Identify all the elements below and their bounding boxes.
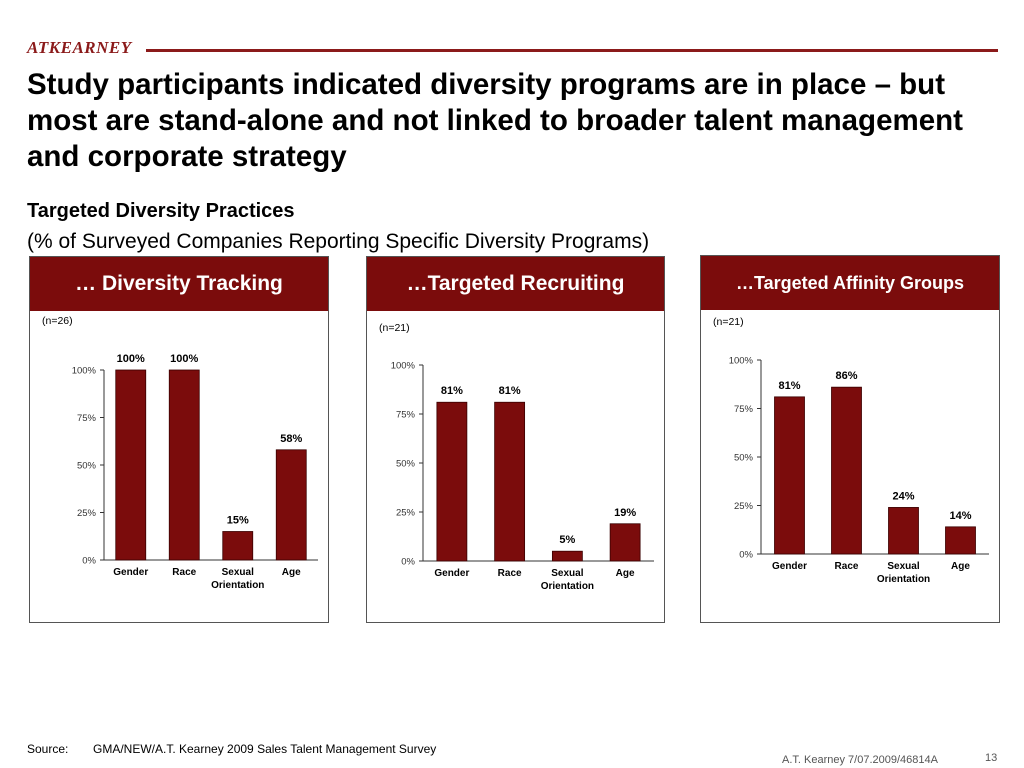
- bar-value-label: 5%: [559, 534, 575, 546]
- sample-size-label: (n=21): [379, 322, 410, 334]
- chart-section-subtitle: (% of Surveyed Companies Reporting Speci…: [27, 230, 650, 253]
- bar-value-label: 14%: [949, 510, 971, 522]
- bar: [888, 507, 919, 555]
- category-label: Sexual Orientation: [541, 568, 594, 592]
- y-tick-label: 100%: [729, 356, 754, 367]
- y-tick-label: 25%: [734, 501, 754, 512]
- y-tick-label: 0%: [82, 556, 96, 567]
- bar-value-label: 24%: [892, 490, 914, 502]
- category-label: Race: [835, 561, 859, 572]
- bar-value-label: 81%: [499, 385, 521, 397]
- category-label: Race: [498, 568, 522, 579]
- y-tick-label: 75%: [77, 413, 97, 424]
- sample-size-label: (n=21): [713, 316, 744, 328]
- source-note: Source: GMA/NEW/A.T. Kearney 2009 Sales T…: [27, 742, 436, 756]
- bar: [551, 550, 583, 562]
- bar: [168, 369, 200, 561]
- y-tick-label: 50%: [734, 453, 754, 464]
- y-tick-label: 0%: [739, 550, 753, 561]
- bar: [831, 386, 862, 555]
- bar: [275, 449, 307, 561]
- footer-text: A.T. Kearney 7/07.2009/46814A: [782, 754, 938, 766]
- y-tick-label: 100%: [72, 366, 97, 377]
- chart-targeted-affinity-groups: (n=21) 0% 25% 50% 75% 100% 81% Gender 86% Race 24%…: [713, 316, 989, 585]
- category-label: Sexual Orientation: [877, 561, 930, 585]
- y-tick-label: 0%: [401, 557, 415, 568]
- y-tick-label: 50%: [77, 461, 97, 472]
- page-title: Study participants indicated diversity p…: [27, 68, 963, 173]
- y-tick-label: 75%: [734, 404, 754, 415]
- panel-targeted-affinity-groups: …Targeted Affinity Groups (n=21) 0% 25% 50%…: [700, 255, 1000, 623]
- bar: [115, 369, 147, 561]
- bar-value-label: 86%: [835, 370, 857, 382]
- bar: [436, 401, 468, 562]
- chart-diversity-tracking: (n=26) 0% 25% 50% 75% 100% 100% Gender 100% Race 1…: [42, 315, 318, 591]
- header-rule: [146, 49, 998, 52]
- chart-targeted-recruiting: (n=21) 0% 25% 50% 75% 100% 81% Gender 81% Race 5% S…: [379, 322, 654, 592]
- y-tick-label: 25%: [77, 508, 97, 519]
- category-label: Gender: [434, 568, 469, 579]
- category-label: Race: [172, 567, 196, 578]
- category-label: Age: [616, 568, 635, 579]
- y-tick-label: 25%: [396, 508, 416, 519]
- chart-section-title: Targeted Diversity Practices: [27, 200, 295, 222]
- category-label: Age: [951, 561, 970, 572]
- page-number: 13: [985, 752, 998, 764]
- bar: [945, 526, 976, 555]
- bar-value-label: 81%: [441, 385, 463, 397]
- source-text: GMA/NEW/A.T. Kearney 2009 Sales Talent M…: [93, 742, 437, 756]
- category-label: Gender: [113, 567, 148, 578]
- category-label: Age: [282, 567, 301, 578]
- sample-size-label: (n=26): [42, 315, 73, 327]
- bar-value-label: 100%: [170, 353, 198, 365]
- bar-value-label: 15%: [227, 515, 249, 527]
- category-label: Sexual Orientation: [211, 567, 264, 591]
- bar-value-label: 58%: [280, 433, 302, 445]
- company-logo: ATKEARNEY: [27, 38, 132, 57]
- bar-value-label: 19%: [614, 507, 636, 519]
- y-tick-label: 100%: [391, 361, 416, 372]
- bar: [494, 401, 526, 562]
- panel-title: …Targeted Affinity Groups: [701, 256, 999, 310]
- panel-title: … Diversity Tracking: [30, 257, 328, 311]
- bar: [222, 531, 254, 561]
- bar-value-label: 100%: [117, 353, 145, 365]
- bar: [774, 396, 805, 555]
- source-label: Source:: [27, 742, 69, 756]
- panel-diversity-tracking: … Diversity Tracking (n=26) 0% 25% 50% 75% 10…: [29, 256, 329, 623]
- panel-targeted-recruiting: …Targeted Recruiting (n=21) 0% 25% 50% 75% 10…: [366, 256, 665, 623]
- y-tick-label: 50%: [396, 459, 416, 470]
- bar-value-label: 81%: [778, 380, 800, 392]
- y-tick-label: 75%: [396, 410, 416, 421]
- bar: [609, 523, 641, 562]
- panel-title: …Targeted Recruiting: [367, 257, 664, 311]
- category-label: Gender: [772, 561, 807, 572]
